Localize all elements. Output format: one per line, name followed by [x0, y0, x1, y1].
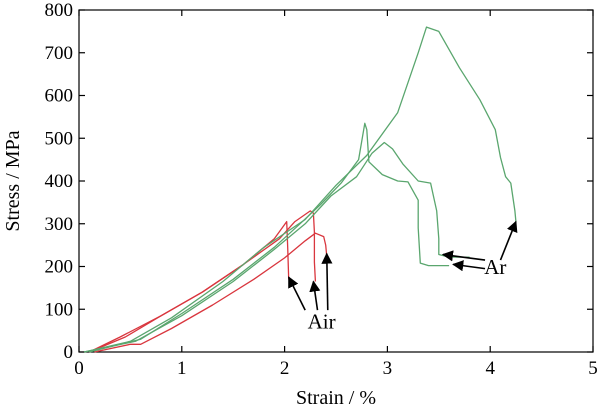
x-axis-label: Strain / % [296, 387, 376, 409]
annotation-arrow [441, 250, 486, 262]
annotation-arrow [321, 252, 333, 311]
annotation-arrow [499, 220, 518, 261]
y-tick-label: 800 [45, 0, 74, 21]
y-tick-label: 300 [45, 214, 74, 235]
x-tick-label: 1 [177, 358, 187, 379]
annotation-arrow [452, 260, 486, 272]
annotation-label-ar: Ar [484, 255, 506, 279]
x-tick-label: 3 [383, 358, 393, 379]
annotation-label-air: Air [308, 309, 336, 333]
ar-curve-4 [83, 26, 517, 353]
y-tick-label: 600 [45, 86, 74, 107]
x-tick-label: 5 [588, 358, 598, 379]
y-tick-label: 200 [45, 257, 74, 278]
x-tick-label: 0 [74, 358, 84, 379]
y-axis-label: Stress / MPa [2, 130, 24, 231]
plot-frame [78, 9, 594, 353]
x-tick-label: 4 [485, 358, 495, 379]
ar-curve-6 [89, 122, 450, 353]
ar-curve-5 [83, 141, 470, 353]
annotations: Air Ar [287, 220, 518, 333]
x-tick-label: 2 [280, 358, 290, 379]
y-tick-label: 0 [64, 342, 74, 363]
air-curve-1 [89, 220, 290, 353]
annotation-arrow [287, 276, 306, 311]
air-curve-3 [89, 210, 317, 353]
y-tick-label: 100 [45, 299, 74, 320]
air-curve-2 [94, 232, 328, 353]
y-tick-label: 400 [45, 171, 74, 192]
y-tick-label: 500 [45, 128, 74, 149]
y-tick-label: 700 [45, 43, 74, 64]
annotation-arrow [309, 280, 321, 311]
curves [83, 26, 517, 353]
